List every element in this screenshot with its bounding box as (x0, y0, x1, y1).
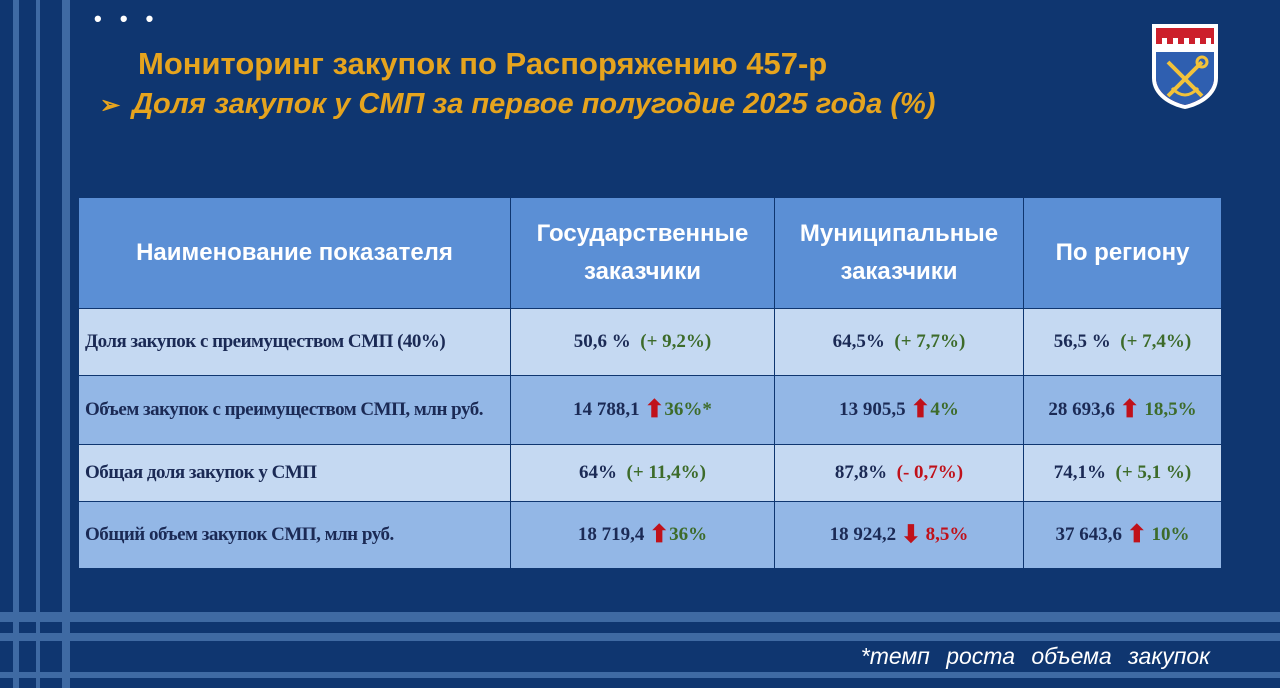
col-header-state: Государственные заказчики (510, 197, 775, 309)
subtitle-text: Доля закупок у СМП за первое полугодие 2… (132, 88, 936, 120)
cell-change: (+ 5,1 %) (1115, 462, 1192, 483)
cell-change: 4% (930, 399, 959, 420)
cell-value: 18 924,2 (829, 524, 897, 545)
decor-stripe (62, 0, 70, 688)
cell-change: (- 0,7%) (896, 462, 964, 483)
row-label: Доля закупок с преимуществом СМП (40%) (78, 308, 511, 376)
table-row: Объем закупок с преимуществом СМП, млн р… (78, 375, 1222, 445)
table-row: Общая доля закупок у СМП 64% (+ 11,4%) 8… (78, 444, 1222, 502)
cell-change: 8,5% (925, 524, 969, 545)
cell-value: 74,1% (1053, 462, 1106, 483)
arrow-up-icon: ⬆ (644, 397, 665, 423)
table-cell: 28 693,6 ⬆ 18,5% (1023, 375, 1222, 445)
page-subtitle: ➢ Доля закупок у СМП за первое полугодие … (100, 88, 935, 121)
row-label: Общая доля закупок у СМП (78, 444, 511, 502)
cell-value: 13 905,5 (839, 399, 906, 420)
arrow-up-icon: ⬆ (910, 397, 931, 423)
row-label: Общий объем закупок СМП, млн руб. (78, 501, 511, 569)
cell-change: 10% (1151, 524, 1190, 545)
decor-stripe (0, 633, 1280, 641)
menu-dots: • • • (94, 6, 160, 31)
cell-value: 50,6 % (573, 331, 631, 352)
table-cell: 18 719,4 ⬆36% (510, 501, 775, 569)
arrow-down-icon: ⬇ (900, 522, 921, 548)
coat-of-arms-icon (1152, 24, 1218, 109)
arrow-up-icon: ⬆ (649, 522, 670, 548)
table-cell: 56,5 % (+ 7,4%) (1023, 308, 1222, 376)
table-cell: 14 788,1 ⬆36%* (510, 375, 775, 445)
cell-change: 36% (669, 524, 708, 545)
table-cell: 13 905,5 ⬆4% (774, 375, 1024, 445)
cell-value: 18 719,4 (577, 524, 645, 545)
table-row: Доля закупок с преимуществом СМП (40%) 5… (78, 308, 1222, 376)
cell-change: 36%* (664, 399, 712, 420)
table-cell: 74,1% (+ 5,1 %) (1023, 444, 1222, 502)
col-header-municipal: Муниципальные заказчики (774, 197, 1024, 309)
cell-change: (+ 11,4%) (626, 462, 706, 483)
cell-value: 64% (579, 462, 618, 483)
decor-stripe (13, 0, 19, 688)
page-title: Мониторинг закупок по Распоряжению 457-р (138, 46, 828, 81)
row-label: Объем закупок с преимуществом СМП, млн р… (78, 375, 511, 445)
cell-change: (+ 7,7%) (894, 331, 966, 352)
cell-value: 56,5 % (1053, 331, 1111, 352)
footnote: *темп роста объема закупок (860, 643, 1210, 669)
cell-value: 28 693,6 (1048, 399, 1115, 420)
decor-stripe (0, 612, 1280, 622)
col-header-indicator: Наименование показателя (78, 197, 511, 309)
bullet-arrow-icon: ➢ (100, 92, 121, 119)
table-cell: 50,6 % (+ 9,2%) (510, 308, 775, 376)
arrow-up-icon: ⬆ (1126, 522, 1147, 548)
decor-stripe (36, 0, 40, 688)
cell-value: 14 788,1 (573, 399, 640, 420)
table-cell: 64,5% (+ 7,7%) (774, 308, 1024, 376)
decor-stripe (0, 672, 1280, 678)
procurement-table: Наименование показателя Государственные … (78, 197, 1222, 569)
cell-value: 64,5% (832, 331, 885, 352)
cell-change: (+ 9,2%) (640, 331, 712, 352)
table-cell: 64% (+ 11,4%) (510, 444, 775, 502)
table-row: Общий объем закупок СМП, млн руб. 18 719… (78, 501, 1222, 569)
cell-change: 18,5% (1144, 399, 1197, 420)
cell-change: (+ 7,4%) (1120, 331, 1192, 352)
arrow-up-icon: ⬆ (1119, 397, 1140, 423)
table-cell: 37 643,6 ⬆ 10% (1023, 501, 1222, 569)
table-cell: 18 924,2 ⬇ 8,5% (774, 501, 1024, 569)
table-cell: 87,8% (- 0,7%) (774, 444, 1024, 502)
col-header-region: По региону (1023, 197, 1222, 309)
cell-value: 87,8% (834, 462, 888, 483)
cell-value: 37 643,6 (1055, 524, 1122, 545)
